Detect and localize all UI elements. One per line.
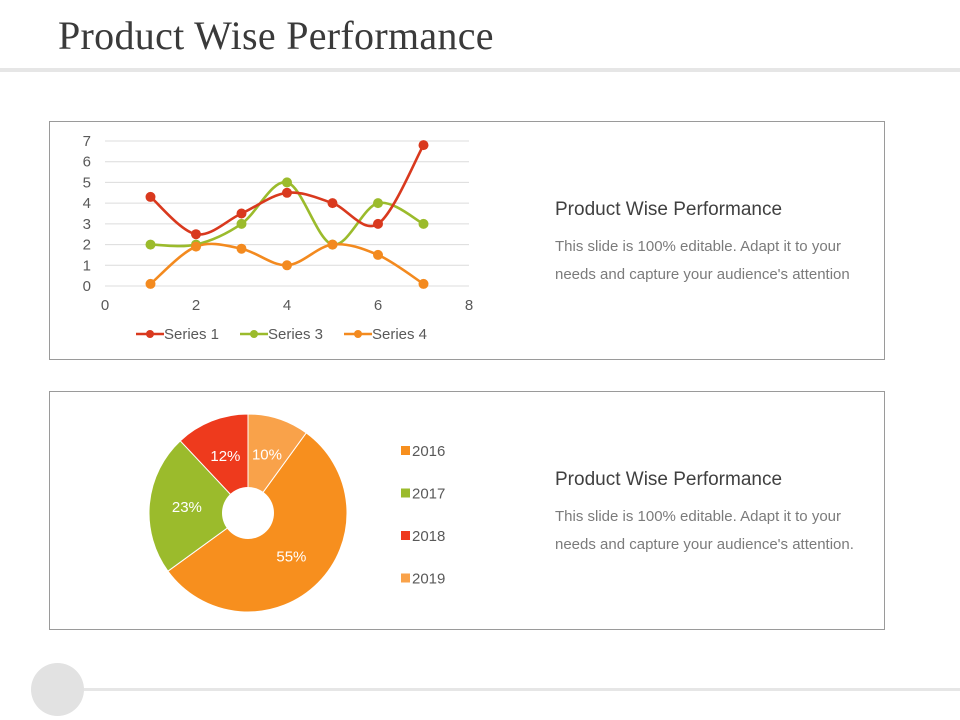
data-point: [191, 229, 201, 240]
y-tick-label: 1: [83, 257, 91, 274]
page-title: Product Wise Performance: [58, 13, 494, 58]
x-tick-label: 0: [101, 297, 109, 314]
data-point: [145, 239, 156, 250]
data-point: [236, 208, 247, 219]
pie-data-label: 10%: [252, 447, 282, 464]
data-point: [236, 218, 247, 229]
x-tick-label: 2: [192, 297, 200, 314]
pie-data-label: 12%: [210, 448, 240, 465]
data-point: [282, 177, 292, 188]
data-point: [418, 140, 429, 151]
pie-panel-description: Product Wise Performance This slide is 1…: [555, 468, 875, 559]
legend-swatch: [401, 573, 410, 583]
y-tick-label: 3: [83, 216, 91, 233]
legend-label: 2019: [412, 571, 445, 588]
data-point: [145, 191, 156, 202]
pie-panel-heading: Product Wise Performance: [555, 469, 783, 490]
legend-swatch-marker: [354, 330, 362, 338]
pie-panel-body: This slide is 100% editable. Adapt it to…: [555, 508, 854, 553]
legend-label: 2017: [412, 486, 445, 503]
data-point: [373, 198, 383, 209]
legend-item: Series 3: [240, 326, 323, 343]
data-point: [236, 243, 247, 254]
y-tick-label: 4: [83, 195, 91, 212]
legend-swatch: [401, 488, 410, 498]
pie-data-label: 55%: [276, 548, 306, 565]
x-tick-label: 6: [374, 297, 382, 314]
line-chart: 0 1 2 3 4 5 6 7 0 2 4 6 8 Series 1 Series 3 Series 4: [83, 133, 474, 343]
footer-circle: [31, 663, 84, 716]
line-panel-heading: Product Wise Performance: [555, 199, 783, 220]
data-point: [191, 241, 201, 252]
pie-chart-panel: 55% 23% 12% 10% 2016 2017 2018 2019 Product Wis…: [49, 391, 885, 630]
title-divider: [0, 68, 960, 72]
pie-data-label: 23%: [172, 499, 202, 516]
legend-swatch-marker: [250, 330, 258, 338]
data-point: [418, 218, 429, 229]
data-point: [145, 278, 156, 289]
data-point: [373, 218, 383, 229]
y-tick-label: 6: [83, 154, 91, 171]
line-panel-description: Product Wise Performance This slide is 1…: [555, 198, 875, 289]
legend-label: Series 4: [372, 326, 427, 343]
pie-center-hole: [222, 487, 274, 539]
y-tick-label: 7: [83, 133, 91, 150]
legend-label: Series 1: [164, 326, 219, 343]
legend-item: Series 1: [136, 326, 219, 343]
legend-label: Series 3: [268, 326, 323, 343]
y-tick-label: 0: [83, 278, 91, 295]
pie-slice-2018: [179, 413, 249, 515]
x-tick-label: 8: [465, 297, 473, 314]
data-point: [327, 239, 338, 250]
line-panel-body: This slide is 100% editable. Adapt it to…: [555, 238, 850, 283]
pie-slice-2017: [148, 440, 249, 572]
data-point: [373, 249, 383, 260]
legend-item: Series 4: [344, 326, 427, 343]
footer-divider: [84, 688, 960, 691]
legend-label: 2016: [412, 443, 445, 460]
legend-swatch: [401, 446, 410, 455]
line-chart-panel: 0 1 2 3 4 5 6 7 0 2 4 6 8 Series 1 Series 3 Series 4 Pr…: [49, 121, 885, 360]
legend-label: 2018: [412, 528, 445, 545]
legend-swatch: [401, 531, 410, 540]
data-point: [418, 278, 429, 289]
x-tick-label: 4: [283, 297, 291, 314]
data-point: [282, 260, 292, 271]
y-tick-label: 5: [83, 174, 91, 191]
data-point: [327, 198, 338, 209]
y-tick-label: 2: [83, 237, 91, 254]
data-point: [282, 187, 292, 198]
pie-slice-2019: [247, 413, 307, 515]
pie-chart: 55% 23% 12% 10% 2016 2017 2018 2019: [148, 413, 445, 613]
legend-swatch-marker: [146, 330, 154, 338]
